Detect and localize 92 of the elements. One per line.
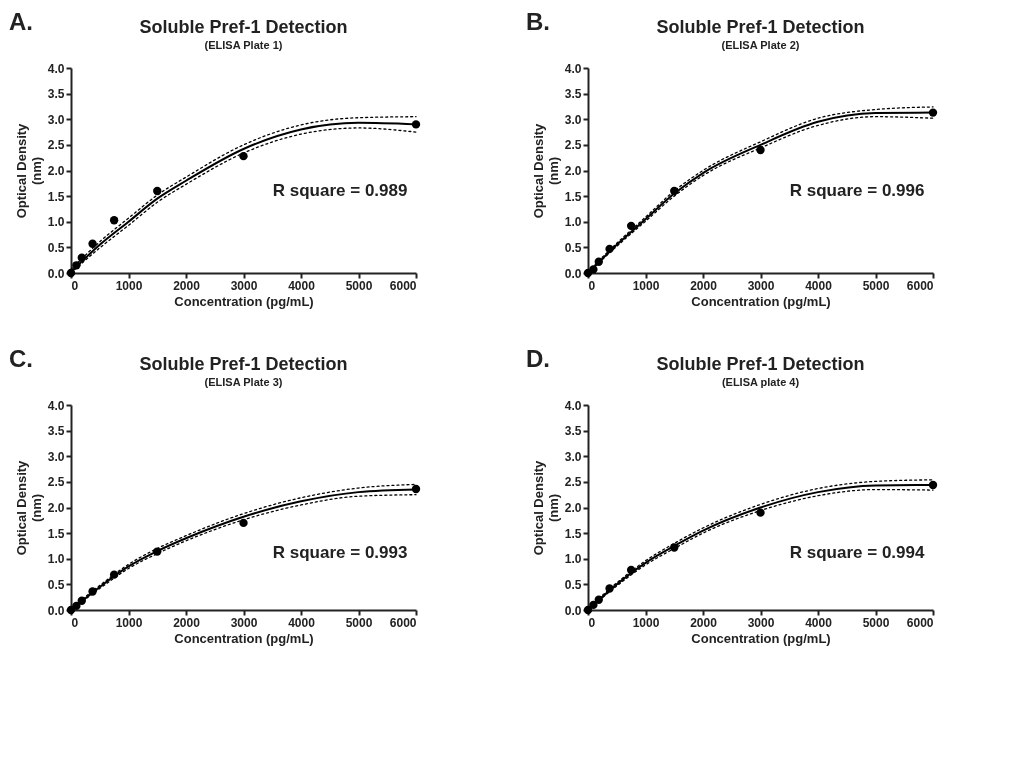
x-tick-label: 4000: [805, 278, 833, 293]
text: Optical Density: [13, 123, 29, 219]
y-tick-label: 1.5: [564, 526, 582, 541]
annotation: R square = 0.996: [789, 181, 925, 200]
y-tick-label: 3.5: [564, 424, 582, 439]
chart-subtitle: (ELISA plate 4): [721, 376, 800, 388]
y-tick-label: 0.0: [47, 603, 65, 618]
x-tick-label: 1000: [632, 615, 660, 630]
x-tick-label: 4000: [288, 278, 316, 293]
y-tick-label: 4.0: [47, 398, 65, 413]
text: D.: [526, 345, 550, 372]
x-axis-title: Concentration (pg/mL): [691, 293, 831, 309]
x-tick-label: 4000: [805, 615, 833, 630]
y-tick-label: 1.0: [564, 552, 582, 567]
x-tick-label: 1000: [115, 278, 143, 293]
text: (nm): [28, 156, 44, 186]
chart-subtitle: (ELISA Plate 3): [204, 376, 283, 388]
chart-title: Soluble Pref-1 Detection: [139, 17, 348, 37]
y-tick-label: 2.0: [47, 501, 65, 515]
x-tick-label: 0: [588, 278, 596, 293]
chart-subtitle: (ELISA Plate 1): [204, 39, 283, 51]
annotation: R square = 0.994: [789, 542, 925, 562]
y-tick-label: 0.5: [564, 240, 582, 255]
x-tick-label: 0: [71, 278, 79, 293]
x-tick-label: 4000: [288, 615, 316, 630]
x-tick-label: 3000: [230, 615, 258, 630]
y-tick-label: 2.0: [564, 164, 582, 178]
chart-title: Soluble Pref-1 Detection: [656, 17, 865, 37]
x-tick-label: 1000: [632, 278, 660, 293]
x-tick-label: 2000: [690, 278, 718, 293]
y-tick-label: 1.0: [564, 215, 582, 230]
x-tick-label: 2000: [690, 615, 718, 630]
text: (nm): [545, 156, 561, 186]
y-tick-label: 2.0: [47, 164, 65, 178]
y-tick-label: 4.0: [564, 398, 582, 413]
text: Optical Density: [530, 123, 546, 219]
y-tick-label: 1.5: [47, 189, 65, 204]
annotation: R square = 0.989: [272, 181, 408, 200]
y-tick-label: 0.5: [47, 577, 65, 592]
y-tick-label: 0.5: [47, 240, 65, 255]
y-tick-label: 1.0: [47, 552, 65, 567]
text: Optical Density: [530, 460, 546, 556]
y-tick-label: 2.5: [564, 475, 582, 490]
y-tick-label: 3.0: [47, 112, 65, 127]
y-tick-label: 3.5: [564, 87, 582, 102]
y-tick-label: 0.0: [564, 603, 582, 618]
x-tick-label: 6000: [906, 615, 934, 630]
text: A.: [9, 8, 33, 35]
y-tick-label: 2.5: [564, 138, 582, 153]
y-tick-label: 3.5: [47, 87, 65, 102]
x-tick-label: 3000: [747, 278, 775, 293]
y-tick-label: 1.5: [47, 526, 65, 541]
x-tick-label: 6000: [389, 615, 417, 630]
chart-subtitle: (ELISA Plate 2): [721, 39, 800, 51]
x-tick-label: 2000: [173, 278, 201, 293]
y-tick-label: 3.0: [564, 112, 582, 127]
y-tick-label: 0.0: [47, 266, 65, 281]
y-tick-label: 3.0: [564, 449, 582, 464]
y-tick-label: 0.5: [564, 577, 582, 592]
text: B.: [526, 8, 550, 35]
x-tick-label: 5000: [862, 278, 890, 293]
annotation: R square = 0.993: [272, 542, 408, 562]
x-tick-label: 5000: [345, 615, 373, 630]
x-axis-title: Concentration (pg/mL): [174, 630, 314, 646]
y-tick-label: 0.0: [564, 266, 582, 281]
y-tick-label: 4.0: [564, 61, 582, 76]
x-tick-label: 6000: [389, 278, 417, 293]
x-axis-title: Concentration (pg/mL): [174, 293, 314, 309]
y-tick-label: 2.5: [47, 138, 65, 153]
x-tick-label: 5000: [862, 615, 890, 630]
text: (nm): [28, 493, 44, 523]
x-tick-label: 5000: [345, 278, 373, 293]
x-tick-label: 1000: [115, 615, 143, 630]
y-tick-label: 3.5: [47, 424, 65, 439]
x-tick-label: 3000: [230, 278, 258, 293]
x-tick-label: 2000: [173, 615, 201, 630]
text: (nm): [545, 493, 561, 523]
y-tick-label: 4.0: [47, 61, 65, 76]
chart-title: Soluble Pref-1 Detection: [656, 354, 865, 374]
y-tick-label: 3.0: [47, 449, 65, 464]
y-tick-label: 2.5: [47, 475, 65, 490]
text: Optical Density: [13, 460, 29, 556]
chart-title: Soluble Pref-1 Detection: [139, 354, 348, 374]
x-tick-label: 0: [588, 615, 596, 630]
y-tick-label: 2.0: [564, 501, 582, 515]
x-tick-label: 6000: [906, 278, 934, 293]
x-tick-label: 3000: [747, 615, 775, 630]
text: C.: [9, 345, 33, 372]
y-tick-label: 1.5: [564, 189, 582, 204]
y-tick-label: 1.0: [47, 215, 65, 230]
x-axis-title: Concentration (pg/mL): [691, 630, 831, 646]
x-tick-label: 0: [71, 615, 79, 630]
